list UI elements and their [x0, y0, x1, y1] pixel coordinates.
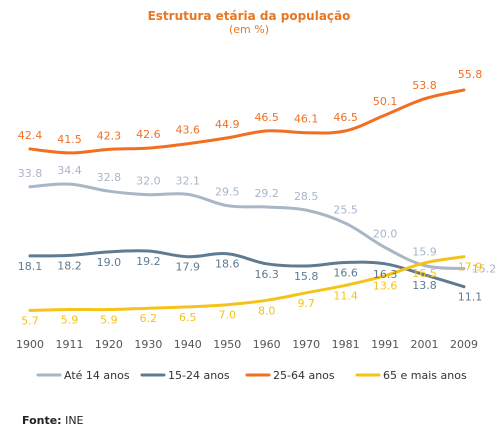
- data-label: 9.7: [297, 297, 315, 310]
- data-label: 28.5: [294, 190, 319, 203]
- data-label: 29.5: [215, 186, 240, 199]
- data-label: 20.0: [373, 228, 398, 241]
- data-label: 16.6: [333, 267, 358, 280]
- legend-label-1: 15-24 anos: [168, 369, 230, 382]
- data-label: 5.7: [21, 314, 39, 327]
- data-label: 32.1: [176, 174, 201, 187]
- x-tick-label: 1940: [174, 338, 202, 351]
- x-tick-label: 2009: [450, 338, 478, 351]
- data-label: 42.3: [97, 129, 122, 142]
- data-label: 43.6: [176, 124, 201, 137]
- data-label: 15.2: [472, 263, 497, 276]
- data-label: 42.4: [18, 129, 43, 142]
- source-note: Fonte: INE: [22, 414, 84, 427]
- data-label: 6.5: [179, 311, 197, 324]
- series-line-2: [28, 88, 466, 155]
- data-label: 18.1: [18, 260, 43, 273]
- data-label: 13.6: [373, 280, 398, 293]
- data-label: 6.2: [140, 312, 158, 325]
- data-label: 25.5: [333, 203, 358, 216]
- data-label: 55.8: [458, 68, 483, 81]
- data-label: 32.0: [136, 175, 161, 188]
- data-label: 15.8: [294, 270, 319, 283]
- x-tick-label: 1960: [253, 338, 281, 351]
- series-line-3: [28, 255, 466, 312]
- data-label: 46.5: [254, 111, 279, 124]
- data-label: 42.6: [136, 128, 161, 141]
- data-label: 7.0: [219, 309, 237, 322]
- data-label: 16.3: [254, 268, 279, 281]
- data-label: 5.9: [61, 314, 79, 327]
- x-tick-label: 1950: [213, 338, 241, 351]
- data-label: 44.9: [215, 118, 240, 131]
- x-tick-label: 1970: [292, 338, 320, 351]
- data-label: 16.5: [412, 267, 437, 280]
- data-label: 19.2: [136, 255, 161, 268]
- source-label: Fonte:: [22, 414, 62, 427]
- chart-subtitle: (em %): [228, 23, 269, 36]
- x-tick-label: 1930: [134, 338, 162, 351]
- data-label: 11.1: [458, 291, 483, 304]
- data-label: 15.9: [412, 246, 437, 259]
- data-label: 29.2: [254, 187, 279, 200]
- data-label: 50.1: [373, 95, 398, 108]
- legend-label-2: 25-64 anos: [273, 369, 335, 382]
- data-label: 13.8: [412, 279, 437, 292]
- x-tick-label: 1991: [371, 338, 399, 351]
- data-label: 17.9: [176, 261, 201, 274]
- data-label: 16.3: [373, 268, 398, 281]
- chart-title: Estrutura etária da população: [147, 9, 351, 23]
- data-label: 19.0: [97, 256, 122, 269]
- data-label: 41.5: [57, 133, 82, 146]
- data-label: 18.6: [215, 258, 240, 271]
- data-label: 34.4: [57, 164, 82, 177]
- data-label: 18.2: [57, 259, 82, 272]
- data-label: 33.8: [18, 167, 43, 180]
- data-label: 11.4: [333, 289, 358, 302]
- series-line-0: [28, 182, 466, 271]
- data-label: 53.8: [412, 79, 437, 92]
- x-tick-label: 1920: [95, 338, 123, 351]
- x-tick-label: 1900: [16, 338, 44, 351]
- data-label: 46.5: [333, 111, 358, 124]
- x-tick-label: 2001: [411, 338, 439, 351]
- data-label: 17.9: [458, 261, 483, 274]
- x-tick-label: 1911: [56, 338, 84, 351]
- x-tick-label: 1981: [332, 338, 360, 351]
- data-label: 46.1: [294, 113, 319, 126]
- data-label: 32.8: [97, 171, 122, 184]
- data-label: 5.9: [100, 314, 118, 327]
- legend-label-3: 65 e mais anos: [383, 369, 467, 382]
- data-label: 8.0: [258, 304, 276, 317]
- source-value: INE: [65, 414, 84, 427]
- legend-label-0: Até 14 anos: [64, 369, 130, 382]
- series-line-1: [28, 249, 466, 289]
